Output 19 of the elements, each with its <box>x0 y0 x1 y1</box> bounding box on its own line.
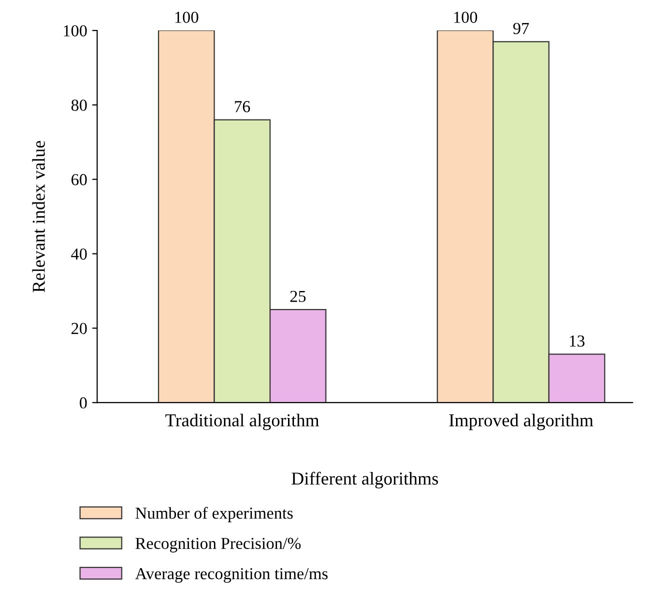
x-axis-title: Different algorithms <box>292 472 438 488</box>
y-tick-label: 80 <box>71 100 87 111</box>
y-tick-label: 100 <box>64 25 87 36</box>
x-tick-label: Improved algorithm <box>449 414 594 430</box>
data-label: 13 <box>570 335 584 347</box>
y-tick-label: 60 <box>71 174 87 186</box>
x-tick-label: Traditional algorithm <box>165 414 320 430</box>
data-label: 100 <box>175 12 198 23</box>
legend-label: Recognition Precision/% <box>136 538 301 552</box>
y-tick-label: 20 <box>72 322 87 334</box>
data-label: 97 <box>513 22 529 34</box>
y-tick-label: 0 <box>80 397 87 409</box>
data-label: 25 <box>290 290 306 302</box>
y-axis-title: Relevant index value <box>32 140 45 292</box>
data-label: 76 <box>234 101 250 112</box>
legend-label: Average recognition time/ms <box>135 568 328 583</box>
data-label: 100 <box>454 12 478 23</box>
y-tick-label: 40 <box>71 248 87 260</box>
legend-label: Number of experiments <box>136 506 293 522</box>
